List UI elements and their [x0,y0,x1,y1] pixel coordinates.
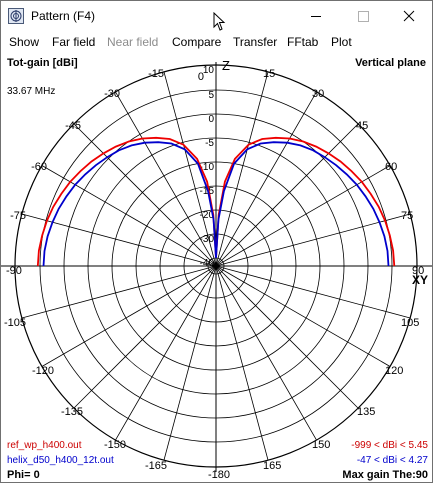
angle-label-180: -180 [208,469,230,481]
ring-label-0: 0 [208,114,214,125]
angle-label-m15: -15 [148,68,164,80]
angle-label-m135: -135 [61,406,83,418]
grid-spoke-240 [41,265,217,367]
legend-range-2: -47 < dBi < 4.27 [357,455,429,466]
frequency-label: 33.67 MHz [7,86,55,97]
angle-label-m120: -120 [32,365,54,377]
angle-label-75: 75 [401,210,413,222]
z-axis-label: Z [222,58,230,73]
grid-spoke-255 [21,265,217,319]
angle-label-m45: -45 [65,120,81,132]
angle-label-165: 165 [263,460,281,472]
grid-spoke-30 [215,91,317,267]
menu-bar: Show Far field Near field Compare Transf… [1,32,432,52]
grid-spoke-195 [163,265,217,461]
ring-label-m40: -40 [200,258,215,269]
angle-label-m150: -150 [104,439,126,451]
grid-spoke-105 [215,265,411,319]
angle-label-m90: -90 [6,265,22,277]
gain-unit-label: Tot-gain [dBi] [7,57,78,69]
close-button[interactable] [386,1,432,32]
ring-label-m10: -10 [200,162,215,173]
angle-label-60: 60 [385,161,397,173]
menu-fftab[interactable]: FFtab [287,35,319,49]
app-icon [8,8,24,24]
plane-label: Vertical plane [355,57,426,69]
angle-label-m30: -30 [104,88,120,100]
ring-label-m5: -5 [205,138,214,149]
maximize-button[interactable] [340,1,386,32]
angle-label-m60: -60 [31,161,47,173]
polar-plot[interactable]: 0 153045607590105120135150165-180-15-30-4… [1,52,432,482]
grid-spoke-120 [215,265,391,367]
ring-label-m20: -20 [200,210,215,221]
angle-label-45: 45 [356,120,368,132]
angle-label-120: 120 [385,365,403,377]
menu-far-field[interactable]: Far field [52,35,96,49]
grid-spoke-285 [21,213,217,267]
ring-label-10: 10 [203,65,215,76]
legend-range-1: -999 < dBi < 5.45 [351,440,428,451]
angle-label-150: 150 [312,439,330,451]
minimize-button[interactable] [293,1,339,32]
grid-spoke-75 [215,213,411,267]
menu-near-field[interactable]: Near field [107,35,159,49]
grid-spoke-45 [215,123,359,267]
grid-spoke-345 [163,71,217,267]
angle-label-m165: -165 [145,460,167,472]
grid-spoke-165 [215,265,269,461]
legend-file-2: helix_d50_h400_12t.out [7,455,114,466]
ring-label-m15: -15 [200,186,215,197]
phi-label: Phi= 0 [7,469,40,481]
angle-label-0: 0 [198,71,204,83]
grid-spoke-135 [215,265,359,409]
title-bar[interactable]: Pattern (F4) [1,1,432,32]
menu-show[interactable]: Show [9,35,40,49]
legend-file-1: ref_wp_h400.out [7,440,82,451]
max-gain-label: Max gain The:90 [342,469,428,481]
grid-spoke-315 [73,123,217,267]
menu-compare[interactable]: Compare [172,35,222,49]
grid-spoke-150 [215,265,317,441]
angle-label-15: 15 [263,68,275,80]
angle-label-m105: -105 [4,317,26,329]
menu-plot[interactable]: Plot [331,35,352,49]
ring-label-5: 5 [208,90,214,101]
grid-spoke-330 [115,91,217,267]
pattern-series-2 [42,141,390,267]
mouse-cursor-icon [213,12,226,31]
angle-label-30: 30 [312,88,324,100]
grid-spoke-210 [115,265,217,441]
angle-label-m75: -75 [10,210,26,222]
grid-spoke-225 [73,265,217,409]
window-title: Pattern (F4) [31,9,96,23]
angle-label-135: 135 [357,406,375,418]
angle-label-90: 90 [412,265,424,277]
angle-label-105: 105 [401,317,419,329]
ring-label-m30: -30 [200,234,215,245]
grid-spoke-15 [215,71,269,267]
menu-transfer[interactable]: Transfer [233,35,278,49]
xy-axis-label: XY [412,273,428,287]
